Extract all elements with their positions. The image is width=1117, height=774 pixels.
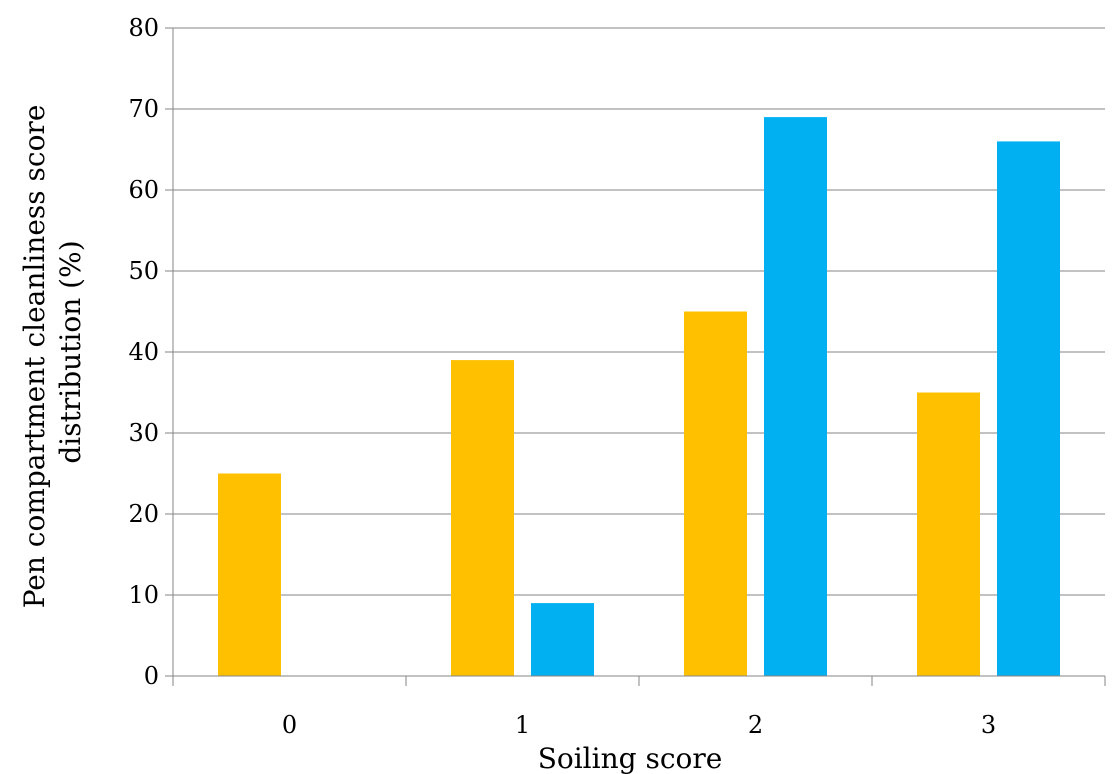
y-axis-title: Pen compartment cleanliness score distri… [18, 96, 87, 609]
gridlines [173, 27, 1105, 596]
y-tick-label-60: 60 [128, 176, 159, 204]
y-tick-label-40: 40 [128, 338, 159, 366]
y-axis-title-line-1: Pen compartment cleanliness score [18, 105, 51, 609]
y-tick-label-30: 30 [128, 419, 159, 447]
x-tick-label-0: 0 [282, 711, 297, 739]
x-tick-label-2: 2 [748, 711, 763, 739]
bar-series-1-cat-3 [917, 392, 980, 676]
bars [218, 117, 1060, 677]
y-tick-label-50: 50 [128, 257, 159, 285]
bar-series-1-cat-2 [684, 311, 747, 676]
y-tick-labels: 0 10 20 30 40 50 60 70 80 [128, 14, 159, 690]
bar-series-2-cat-2 [764, 117, 827, 677]
y-tick-label-10: 10 [128, 581, 159, 609]
x-axis-title: Soiling score [538, 742, 723, 774]
bar-series-2-cat-3 [997, 141, 1060, 676]
x-tick-labels: 0 1 2 3 [282, 711, 996, 739]
y-tick-label-20: 20 [128, 500, 159, 528]
bar-series-1-cat-0 [218, 473, 281, 676]
y-tick-label-80: 80 [128, 14, 159, 42]
y-axis-title-line-2: distribution (%) [54, 240, 87, 463]
x-tick-label-1: 1 [515, 711, 530, 739]
axes [165, 27, 1106, 686]
x-tick-label-3: 3 [981, 711, 996, 739]
y-tick-label-70: 70 [128, 95, 159, 123]
bar-series-2-cat-1 [531, 603, 594, 676]
bar-series-1-cat-1 [451, 360, 514, 676]
y-tick-label-0: 0 [144, 662, 159, 690]
